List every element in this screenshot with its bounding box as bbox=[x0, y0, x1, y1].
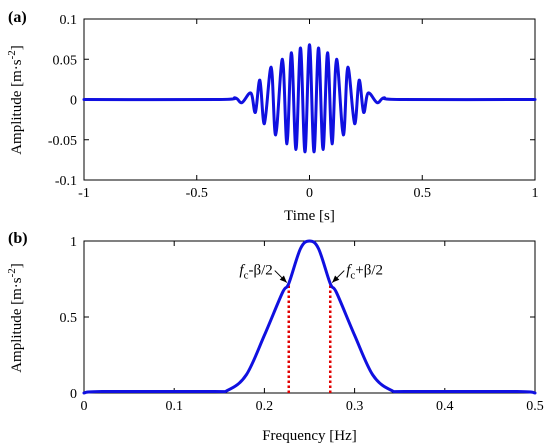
y-axis-label-text: Amplitude [m·s bbox=[9, 277, 25, 373]
y-axis-label-bracket: ] bbox=[9, 45, 25, 50]
annotation-label: fc-β/2 bbox=[239, 263, 272, 282]
series-line bbox=[82, 239, 537, 395]
y-axis-label-text: Amplitude [m·s bbox=[9, 59, 25, 155]
x-tick-label: 0.4 bbox=[436, 399, 454, 414]
y-tick-label: 0.1 bbox=[60, 13, 78, 28]
panel-b: 0 0.1 0.2 0.3 0.4 0.5 0 0.5 1 Frequency [Hz] Ampli… bbox=[6, 230, 544, 444]
annotation-label: fc+β/2 bbox=[346, 263, 383, 282]
annotation-op: -β/2 bbox=[248, 263, 272, 279]
x-axis-label: Time [s] bbox=[284, 208, 335, 224]
y-axis-label: Amplitude [m·s-2] bbox=[6, 263, 25, 373]
x-tick-label: 0.5 bbox=[526, 399, 544, 414]
y-axis-label-exponent: -2 bbox=[6, 268, 18, 277]
x-tick-label: 0.5 bbox=[414, 186, 432, 201]
plot-frame bbox=[83, 240, 536, 394]
y-axis-label-bracket: ] bbox=[9, 263, 25, 268]
y-tick-label: 0.5 bbox=[60, 311, 78, 326]
x-tick-label: 1 bbox=[532, 186, 539, 201]
x-tick-label: 0.2 bbox=[256, 399, 274, 414]
y-tick-label: 0.05 bbox=[53, 53, 78, 68]
series-line bbox=[82, 43, 537, 154]
y-tick-label: 1 bbox=[70, 235, 77, 250]
x-tick-label: 0.1 bbox=[165, 399, 183, 414]
annotation-f: f bbox=[346, 263, 352, 279]
x-tick-label: 0 bbox=[306, 186, 313, 201]
y-axis-label-exponent: -2 bbox=[6, 50, 18, 59]
x-tick-label: -0.5 bbox=[186, 186, 208, 201]
annotation-sub: c bbox=[350, 270, 355, 282]
annotation-arrow bbox=[274, 270, 288, 283]
annotation-op: +β/2 bbox=[355, 263, 383, 279]
x-tick-label: 0 bbox=[81, 399, 88, 414]
annotation-arrow bbox=[331, 270, 345, 283]
annotation-f: f bbox=[239, 263, 245, 279]
x-tick-label: 0.3 bbox=[346, 399, 364, 414]
x-axis-label: Frequency [Hz] bbox=[262, 428, 357, 444]
annotation-sub: c bbox=[244, 270, 249, 282]
panel-a: -1 -0.5 0 0.5 1 -0.1 -0.05 0 0.05 0.1 Time [s] Ampl… bbox=[6, 9, 539, 224]
y-tick-label: -0.1 bbox=[55, 174, 77, 189]
y-tick-label: 0 bbox=[70, 387, 77, 402]
panel-label: (b) bbox=[8, 230, 28, 247]
panel-label: (a) bbox=[8, 9, 27, 26]
y-tick-label: -0.05 bbox=[48, 134, 77, 149]
y-axis-label: Amplitude [m·s-2] bbox=[6, 45, 25, 155]
x-tick-label: -1 bbox=[78, 186, 90, 201]
y-tick-label: 0 bbox=[70, 94, 77, 109]
